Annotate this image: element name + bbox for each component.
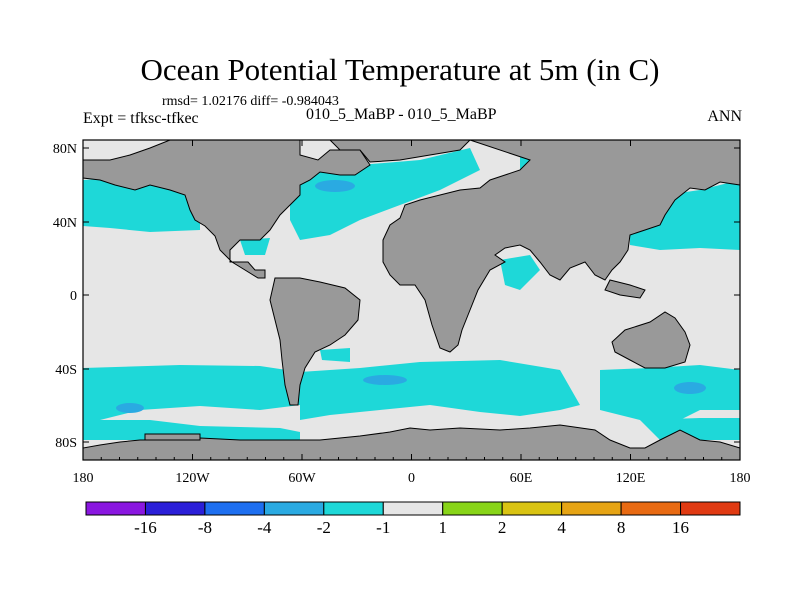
x-tick-label: 180 — [73, 471, 94, 486]
colorbar-swatch — [620, 501, 682, 516]
colorbar-swatch — [323, 501, 384, 516]
colorbar-label: -16 — [134, 518, 157, 537]
pacific-nw-patch — [240, 238, 270, 255]
southern-ocean-cold-spot-2 — [363, 375, 407, 385]
colorbar-label: -1 — [376, 518, 391, 537]
australia — [611, 311, 691, 369]
land-masses — [82, 139, 741, 461]
x-tick-label: 120W — [175, 471, 210, 486]
colorbar-label: 4 — [557, 518, 566, 537]
stats-label: rmsd= 1.02176 diff= -0.984043 — [162, 94, 339, 109]
southern-ocean-cold-spot-3 — [674, 382, 706, 394]
north-america — [82, 139, 371, 279]
colorbar-swatch — [680, 501, 741, 516]
eurasia-africa — [382, 139, 741, 353]
indonesia — [604, 279, 646, 299]
colorbar-swatch — [382, 501, 444, 516]
x-tick-label: 60W — [288, 471, 316, 486]
colorbar-swatch — [144, 501, 206, 516]
colorbar-label: 1 — [438, 518, 447, 537]
colorbar-swatch — [204, 501, 265, 516]
axes: 180 120W 60W 0 60E 120E 180 80N 40N 0 40S 80S — [53, 140, 751, 486]
southern-band-indian — [600, 365, 740, 430]
north-band-west — [83, 178, 200, 232]
season-label: ANN — [707, 108, 742, 125]
colorbar — [85, 501, 741, 516]
y-tick-label: 40N — [53, 216, 77, 231]
experiment-label: Expt = tfksc-tfkec — [83, 110, 199, 127]
antarctic-coast-east — [640, 418, 740, 440]
y-tick-label: 80S — [55, 436, 77, 451]
colorbar-label: -2 — [316, 518, 331, 537]
y-tick-label: 40S — [55, 363, 77, 378]
antarctic-peninsula-bar — [144, 433, 201, 441]
colorbar-swatch — [442, 501, 503, 516]
greenland — [328, 139, 472, 163]
chart-title: Ocean Potential Temperature at 5m (in C) — [140, 52, 660, 87]
y-tick-label: 80N — [53, 142, 77, 157]
x-tick-label: 180 — [730, 471, 751, 486]
colorbar-label: -8 — [197, 518, 212, 537]
x-tick-label: 60E — [510, 471, 533, 486]
cooler-anomaly-regions — [116, 180, 706, 413]
north-atlantic-cold-spot — [315, 180, 355, 192]
south-atlantic-patch — [320, 348, 350, 362]
colorbar-label: 2 — [497, 518, 507, 537]
period-label: 010_5_MaBP - 010_5_MaBP — [306, 106, 497, 123]
south-america — [269, 277, 361, 406]
colorbar-swatch — [501, 501, 563, 516]
colorbar-label: 8 — [616, 518, 626, 537]
colorbar-swatch — [561, 501, 622, 516]
x-tick-label: 120E — [616, 471, 646, 486]
antarctic-coast-west — [83, 420, 300, 440]
colorbar-label: -4 — [257, 518, 272, 537]
southern-ocean-cold-spot-1 — [116, 403, 144, 413]
southern-band-atlantic — [300, 360, 580, 420]
y-tick-label: 0 — [70, 289, 77, 304]
colorbar-label: 16 — [672, 518, 690, 537]
red-sea-patch — [500, 255, 540, 290]
x-tick-label: 0 — [408, 471, 415, 486]
colorbar-swatch — [85, 501, 146, 516]
colorbar-swatch — [263, 501, 325, 516]
